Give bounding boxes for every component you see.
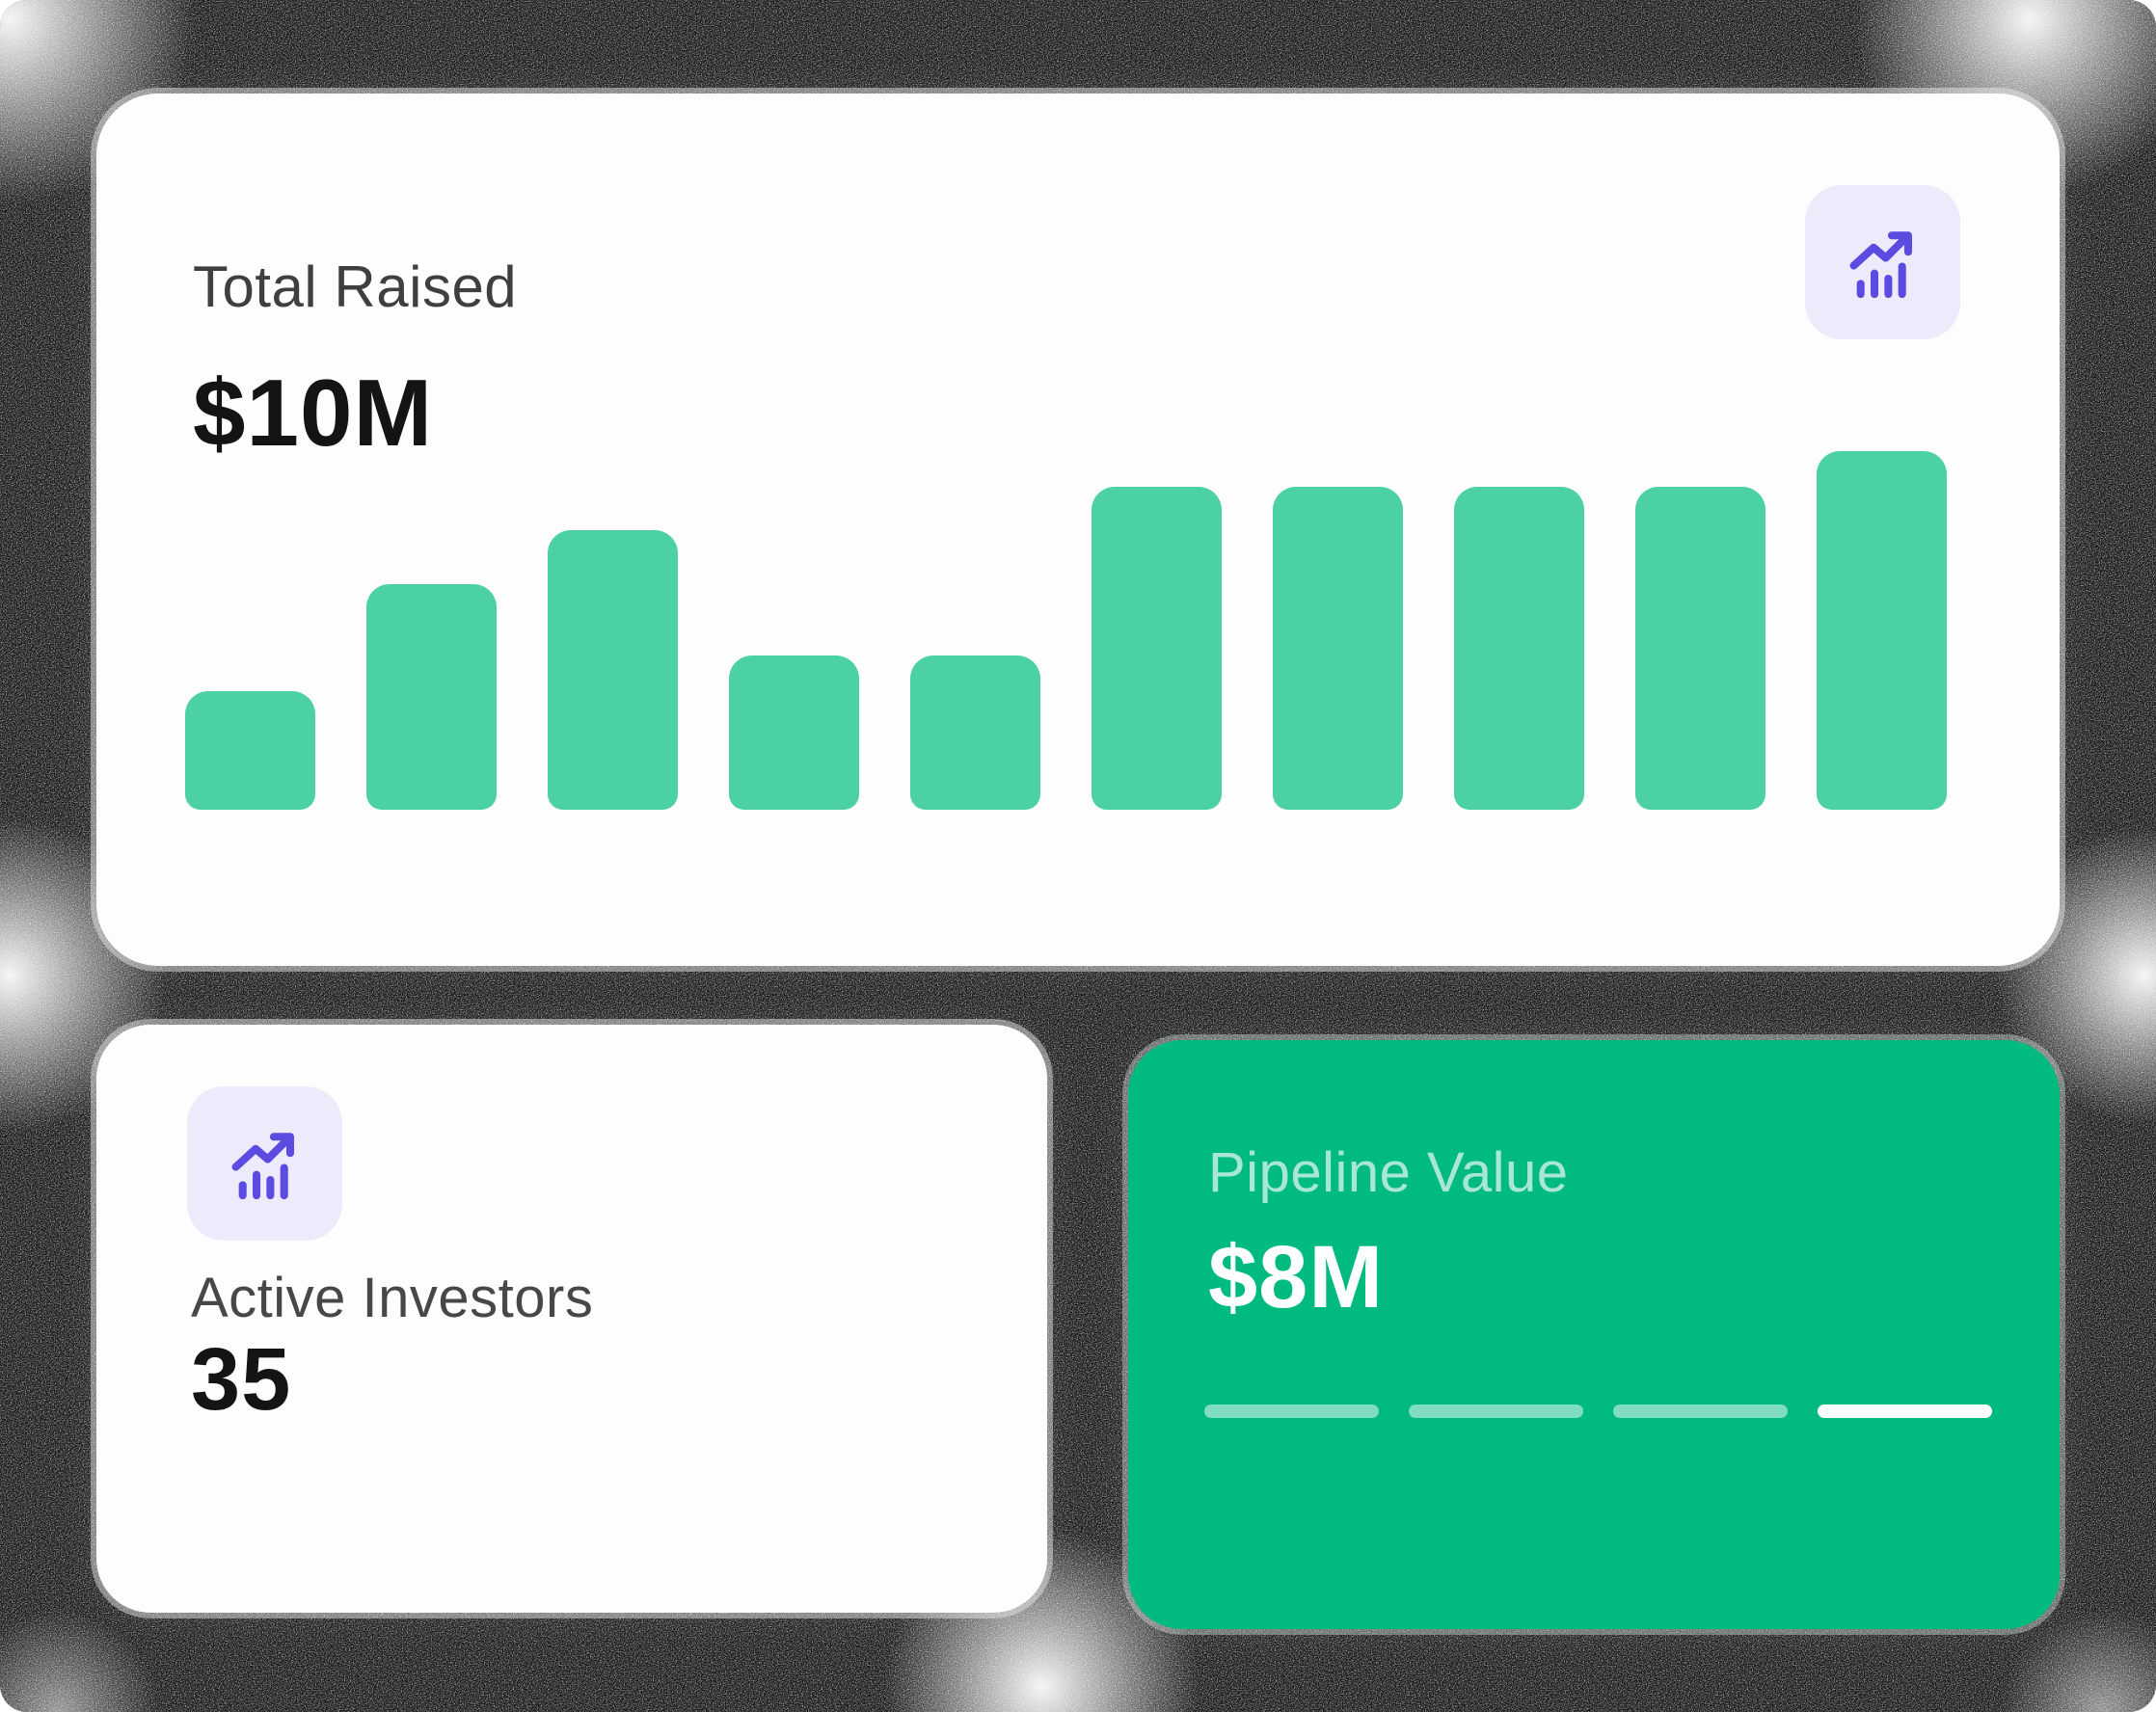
progress-dashes [1204, 1404, 1992, 1418]
trending-up-icon [1805, 185, 1960, 339]
bar-chart [185, 451, 1947, 810]
active-investors-card: Active Investors 35 [96, 1025, 1047, 1613]
total-raised-card: Total Raised $10M [96, 94, 2060, 966]
trending-up-icon [187, 1086, 342, 1241]
pipeline-value-value: $8M [1208, 1228, 1384, 1326]
chart-bar [729, 655, 859, 810]
total-raised-value: $10M [193, 360, 434, 466]
progress-dash [1409, 1404, 1583, 1418]
chart-bar [366, 583, 497, 810]
chart-bar [1454, 487, 1584, 810]
pipeline-value-label: Pipeline Value [1208, 1141, 1569, 1204]
chart-bar [1091, 487, 1222, 810]
progress-dash [1613, 1404, 1788, 1418]
active-investors-label: Active Investors [191, 1267, 594, 1329]
chart-bar [1273, 487, 1403, 810]
chart-bar [548, 529, 678, 810]
trending-up-glyph [231, 1133, 294, 1200]
glow-bottom-left [0, 1606, 164, 1712]
pipeline-value-card: Pipeline Value $8M [1128, 1040, 2060, 1629]
chart-bar [1817, 451, 1947, 810]
total-raised-label: Total Raised [193, 254, 518, 319]
progress-dash [1204, 1404, 1379, 1418]
active-investors-value: 35 [191, 1330, 292, 1429]
chart-bar [910, 655, 1040, 810]
trending-up-glyph [1849, 231, 1912, 299]
chart-bar [185, 691, 315, 810]
progress-dash-active [1818, 1404, 1992, 1418]
chart-bar [1635, 487, 1765, 810]
